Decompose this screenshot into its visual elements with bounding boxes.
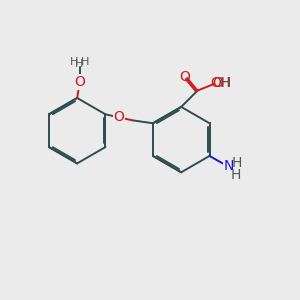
Text: H: H — [69, 57, 78, 67]
Text: H: H — [220, 76, 230, 90]
Text: OH: OH — [210, 76, 231, 89]
Text: O: O — [180, 70, 190, 84]
Text: O: O — [212, 76, 223, 90]
Text: N: N — [224, 159, 234, 173]
Text: H: H — [81, 57, 90, 67]
Text: O: O — [74, 75, 85, 89]
Text: H: H — [230, 168, 241, 182]
Text: H: H — [75, 58, 84, 68]
Text: H: H — [232, 156, 242, 170]
Text: O: O — [113, 110, 124, 124]
